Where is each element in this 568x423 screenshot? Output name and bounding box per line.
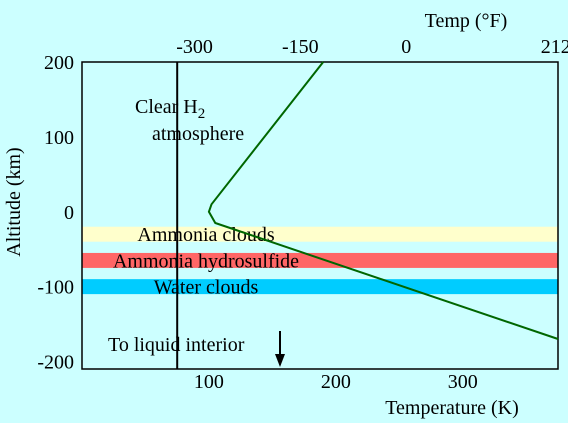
plot-frame xyxy=(81,61,559,370)
temperature-profile-line xyxy=(207,61,559,340)
altitude-tick-label: 100 xyxy=(44,127,74,149)
kelvin-axis-label: Temperature (K) xyxy=(385,397,519,419)
cloud-layers: Ammonia clouds Ammonia hydrosulfide Water … xyxy=(82,224,558,299)
fahrenheit-axis-label: Temp (°F) xyxy=(425,10,508,32)
fahrenheit-ticks: -300 -150 0 212 xyxy=(176,36,568,58)
cloud-layer-label: Water clouds xyxy=(154,277,259,299)
altitude-ticks: 200 100 0 -100 -200 xyxy=(37,52,74,374)
kelvin-tick-label: 200 xyxy=(321,371,351,393)
cloud-layer-label: Ammonia hydrosulfide xyxy=(113,250,299,272)
atmosphere-label: atmosphere xyxy=(152,123,244,145)
kelvin-ticks: 100 200 300 xyxy=(194,371,478,393)
altitude-tick-label: -200 xyxy=(37,352,74,374)
altitude-tick-label: -100 xyxy=(37,277,74,299)
fahrenheit-tick-label: 212 xyxy=(541,36,568,58)
fahrenheit-tick-label: -300 xyxy=(176,36,213,58)
altitude-axis-label: Altitude (km) xyxy=(3,147,25,256)
altitude-tick-label: 200 xyxy=(44,52,74,74)
cloud-layer-band xyxy=(82,279,558,295)
clear-atmosphere-label: Clear H2 xyxy=(135,96,205,122)
cloud-layer-label: Ammonia clouds xyxy=(137,224,274,246)
fahrenheit-tick-label: 0 xyxy=(401,36,411,58)
cloud-layer-band xyxy=(82,226,558,242)
kelvin-tick-label: 100 xyxy=(194,371,224,393)
cloud-layer-band xyxy=(82,252,558,268)
fahrenheit-tick-label: -150 xyxy=(282,36,319,58)
kelvin-tick-label: 300 xyxy=(448,371,478,393)
liquid-interior-label: To liquid interior xyxy=(108,334,245,356)
down-arrow-icon xyxy=(275,331,285,367)
altitude-tick-label: 0 xyxy=(64,202,74,224)
